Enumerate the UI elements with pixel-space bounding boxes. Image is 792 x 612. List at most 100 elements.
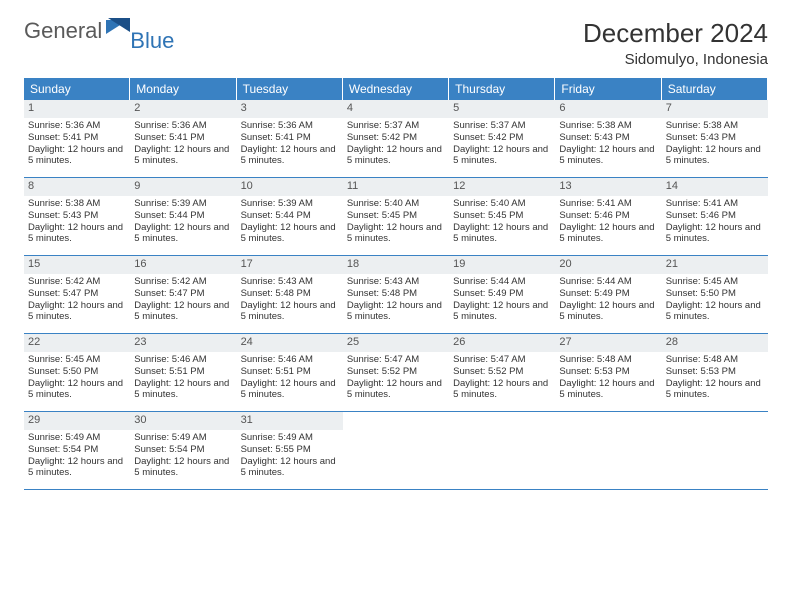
flag-icon [106, 16, 132, 39]
weekday-header: Sunday [24, 78, 130, 100]
calendar-day: 7Sunrise: 5:38 AMSunset: 5:43 PMDaylight… [662, 100, 768, 178]
day-number: 6 [555, 100, 661, 118]
sunrise-line: Sunrise: 5:39 AM [241, 198, 339, 210]
daylight-line: Daylight: 12 hours and 5 minutes. [134, 222, 232, 246]
day-details: Sunrise: 5:42 AMSunset: 5:47 PMDaylight:… [130, 276, 236, 324]
day-details: Sunrise: 5:36 AMSunset: 5:41 PMDaylight:… [237, 120, 343, 168]
day-number: 22 [24, 334, 130, 352]
day-details: Sunrise: 5:39 AMSunset: 5:44 PMDaylight:… [130, 198, 236, 246]
day-number: 7 [662, 100, 768, 118]
sunrise-line: Sunrise: 5:49 AM [28, 432, 126, 444]
weekday-header: Wednesday [343, 78, 449, 100]
sunset-line: Sunset: 5:55 PM [241, 444, 339, 456]
weekday-header: Thursday [449, 78, 555, 100]
sunset-line: Sunset: 5:49 PM [453, 288, 551, 300]
daylight-line: Daylight: 12 hours and 5 minutes. [347, 300, 445, 324]
sunset-line: Sunset: 5:53 PM [666, 366, 764, 378]
day-details: Sunrise: 5:49 AMSunset: 5:54 PMDaylight:… [130, 432, 236, 480]
daylight-line: Daylight: 12 hours and 5 minutes. [347, 222, 445, 246]
day-details: Sunrise: 5:43 AMSunset: 5:48 PMDaylight:… [343, 276, 449, 324]
day-details: Sunrise: 5:43 AMSunset: 5:48 PMDaylight:… [237, 276, 343, 324]
calendar-day: 19Sunrise: 5:44 AMSunset: 5:49 PMDayligh… [449, 256, 555, 334]
calendar-day: 12Sunrise: 5:40 AMSunset: 5:45 PMDayligh… [449, 178, 555, 256]
day-number: 3 [237, 100, 343, 118]
weekday-header: Monday [130, 78, 236, 100]
calendar-day: 31Sunrise: 5:49 AMSunset: 5:55 PMDayligh… [237, 412, 343, 490]
calendar-day: 26Sunrise: 5:47 AMSunset: 5:52 PMDayligh… [449, 334, 555, 412]
calendar-day: 28Sunrise: 5:48 AMSunset: 5:53 PMDayligh… [662, 334, 768, 412]
daylight-line: Daylight: 12 hours and 5 minutes. [28, 300, 126, 324]
sunset-line: Sunset: 5:48 PM [347, 288, 445, 300]
sunset-line: Sunset: 5:54 PM [28, 444, 126, 456]
day-number: 19 [449, 256, 555, 274]
day-number: 24 [237, 334, 343, 352]
daylight-line: Daylight: 12 hours and 5 minutes. [241, 456, 339, 480]
sunset-line: Sunset: 5:42 PM [347, 132, 445, 144]
day-number: 23 [130, 334, 236, 352]
daylight-line: Daylight: 12 hours and 5 minutes. [453, 144, 551, 168]
calendar-day: 25Sunrise: 5:47 AMSunset: 5:52 PMDayligh… [343, 334, 449, 412]
sunrise-line: Sunrise: 5:38 AM [28, 198, 126, 210]
day-number: 29 [24, 412, 130, 430]
day-number: 31 [237, 412, 343, 430]
calendar-empty [555, 412, 661, 490]
day-number: 30 [130, 412, 236, 430]
sunrise-line: Sunrise: 5:48 AM [666, 354, 764, 366]
day-details: Sunrise: 5:38 AMSunset: 5:43 PMDaylight:… [555, 120, 661, 168]
sunset-line: Sunset: 5:47 PM [134, 288, 232, 300]
calendar-day: 4Sunrise: 5:37 AMSunset: 5:42 PMDaylight… [343, 100, 449, 178]
sunset-line: Sunset: 5:41 PM [28, 132, 126, 144]
day-number: 2 [130, 100, 236, 118]
daylight-line: Daylight: 12 hours and 5 minutes. [241, 300, 339, 324]
calendar-day: 1Sunrise: 5:36 AMSunset: 5:41 PMDaylight… [24, 100, 130, 178]
location-label: Sidomulyo, Indonesia [583, 51, 768, 68]
calendar-day: 24 Sunrise: 5:46 AMSunset: 5:51 PMDayligh… [237, 334, 343, 412]
daylight-line: Daylight: 12 hours and 5 minutes. [134, 456, 232, 480]
day-details: Sunrise: 5:38 AMSunset: 5:43 PMDaylight:… [24, 198, 130, 246]
sunset-line: Sunset: 5:44 PM [134, 210, 232, 222]
day-details: Sunrise: 5:46 AMSunset: 5:51 PMDaylight:… [237, 354, 343, 402]
daylight-line: Daylight: 12 hours and 5 minutes. [666, 222, 764, 246]
day-number: 15 [24, 256, 130, 274]
calendar-day: 6 Sunrise: 5:38 AMSunset: 5:43 PMDaylight… [555, 100, 661, 178]
day-details: Sunrise: 5:42 AMSunset: 5:47 PMDaylight:… [24, 276, 130, 324]
calendar-day: 29 Sunrise: 5:49 AMSunset: 5:54 PMDayligh… [24, 412, 130, 490]
calendar-empty [662, 412, 768, 490]
daylight-line: Daylight: 12 hours and 5 minutes. [241, 144, 339, 168]
sunrise-line: Sunrise: 5:40 AM [347, 198, 445, 210]
daylight-line: Daylight: 12 hours and 5 minutes. [28, 222, 126, 246]
daylight-line: Daylight: 12 hours and 5 minutes. [134, 378, 232, 402]
sunrise-line: Sunrise: 5:48 AM [559, 354, 657, 366]
calendar-day: 11Sunrise: 5:40 AMSunset: 5:45 PMDayligh… [343, 178, 449, 256]
sunset-line: Sunset: 5:46 PM [559, 210, 657, 222]
day-details: Sunrise: 5:39 AMSunset: 5:44 PMDaylight:… [237, 198, 343, 246]
calendar-day: 23Sunrise: 5:46 AMSunset: 5:51 PMDayligh… [130, 334, 236, 412]
day-number: 17 [237, 256, 343, 274]
sunrise-line: Sunrise: 5:44 AM [559, 276, 657, 288]
calendar-day: 18Sunrise: 5:43 AMSunset: 5:48 PMDayligh… [343, 256, 449, 334]
logo-text-blue: Blue [130, 28, 174, 54]
day-details: Sunrise: 5:41 AMSunset: 5:46 PMDaylight:… [555, 198, 661, 246]
day-number: 12 [449, 178, 555, 196]
calendar-day: 20Sunrise: 5:44 AMSunset: 5:49 PMDayligh… [555, 256, 661, 334]
daylight-line: Daylight: 12 hours and 5 minutes. [28, 456, 126, 480]
calendar-day: 8Sunrise: 5:38 AMSunset: 5:43 PMDaylight… [24, 178, 130, 256]
sunset-line: Sunset: 5:43 PM [559, 132, 657, 144]
daylight-line: Daylight: 12 hours and 5 minutes. [559, 378, 657, 402]
day-number: 10 [237, 178, 343, 196]
daylight-line: Daylight: 12 hours and 5 minutes. [453, 222, 551, 246]
sunset-line: Sunset: 5:42 PM [453, 132, 551, 144]
weekday-header: Friday [555, 78, 661, 100]
sunset-line: Sunset: 5:54 PM [134, 444, 232, 456]
calendar-day: 30 Sunrise: 5:49 AMSunset: 5:54 PMDayligh… [130, 412, 236, 490]
logo: General Blue [24, 18, 178, 44]
calendar-empty [343, 412, 449, 490]
title-block: December 2024 Sidomulyo, Indonesia [583, 18, 768, 68]
calendar-day: 22Sunrise: 5:45 AMSunset: 5:50 PMDayligh… [24, 334, 130, 412]
sunrise-line: Sunrise: 5:41 AM [559, 198, 657, 210]
daylight-line: Daylight: 12 hours and 5 minutes. [453, 378, 551, 402]
sunrise-line: Sunrise: 5:49 AM [134, 432, 232, 444]
calendar-day: 10 Sunrise: 5:39 AMSunset: 5:44 PMDayligh… [237, 178, 343, 256]
day-details: Sunrise: 5:49 AMSunset: 5:54 PMDaylight:… [24, 432, 130, 480]
daylight-line: Daylight: 12 hours and 5 minutes. [241, 222, 339, 246]
